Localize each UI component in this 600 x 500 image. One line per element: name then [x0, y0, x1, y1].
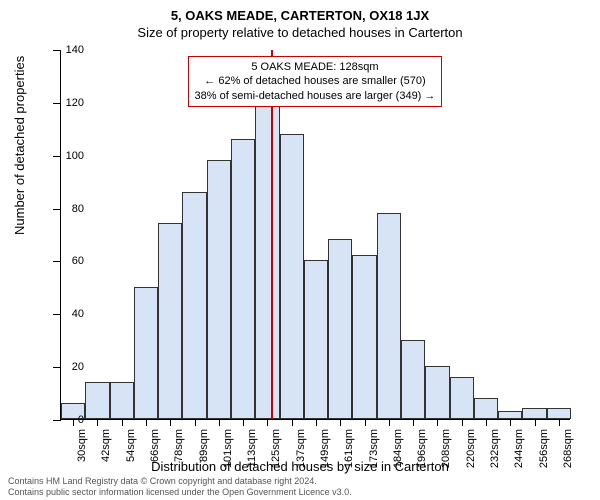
y-tick-label: 100: [66, 150, 84, 162]
footer-line2: Contains public sector information licen…: [8, 487, 352, 498]
histogram-bar: [85, 382, 109, 419]
x-tick-label: 89sqm: [198, 429, 210, 462]
histogram-bar: [377, 213, 401, 419]
histogram-bar: [207, 160, 231, 419]
y-tick-label: 80: [72, 203, 84, 215]
y-tick: [53, 314, 61, 315]
x-tick: [219, 419, 220, 426]
y-tick: [53, 156, 61, 157]
histogram-bar: [328, 239, 352, 419]
annotation-line2: ← 62% of detached houses are smaller (57…: [195, 74, 436, 88]
y-tick-label: 60: [72, 255, 84, 267]
footer-line1: Contains HM Land Registry data © Crown c…: [8, 476, 352, 487]
histogram-bar: [280, 134, 304, 419]
x-tick: [292, 419, 293, 426]
y-tick: [53, 209, 61, 210]
x-tick: [486, 419, 487, 426]
x-tick: [413, 419, 414, 426]
x-tick: [97, 419, 98, 426]
histogram-bar: [547, 408, 571, 419]
x-tick: [316, 419, 317, 426]
x-tick: [535, 419, 536, 426]
x-tick: [267, 419, 268, 426]
y-axis-title: Number of detached properties: [12, 56, 27, 235]
x-axis-title: Distribution of detached houses by size …: [0, 459, 600, 474]
y-tick-label: 140: [66, 44, 84, 56]
x-tick: [340, 419, 341, 426]
x-tick-label: 78sqm: [173, 429, 185, 462]
histogram-bar: [110, 382, 134, 419]
y-tick-label: 40: [72, 308, 84, 320]
histogram-bar: [158, 223, 182, 419]
histogram-bar: [134, 287, 158, 419]
histogram-bar: [522, 408, 546, 419]
annotation-line3: 38% of semi-detached houses are larger (…: [195, 89, 436, 103]
y-tick: [53, 420, 61, 421]
chart-subtitle: Size of property relative to detached ho…: [0, 23, 600, 44]
histogram-bar: [182, 192, 206, 419]
y-tick: [53, 103, 61, 104]
y-tick-label: 20: [72, 361, 84, 373]
histogram-bar: [255, 97, 279, 419]
footer: Contains HM Land Registry data © Crown c…: [8, 476, 352, 498]
x-tick-label: 66sqm: [149, 429, 161, 462]
x-tick: [389, 419, 390, 426]
x-tick: [243, 419, 244, 426]
histogram-bar: [425, 366, 449, 419]
y-tick: [53, 50, 61, 51]
chart-area: 30sqm42sqm54sqm66sqm78sqm89sqm101sqm113s…: [60, 50, 570, 420]
y-tick: [53, 367, 61, 368]
y-tick-label: 120: [66, 97, 84, 109]
x-tick: [365, 419, 366, 426]
histogram-bar: [450, 377, 474, 419]
histogram-bar: [401, 340, 425, 419]
x-tick-label: 42sqm: [100, 429, 112, 462]
x-tick: [195, 419, 196, 426]
x-tick: [510, 419, 511, 426]
annotation-box: 5 OAKS MEADE: 128sqm← 62% of detached ho…: [188, 56, 443, 107]
annotation-line1: 5 OAKS MEADE: 128sqm: [195, 60, 436, 74]
y-tick: [53, 261, 61, 262]
histogram-bar: [304, 260, 328, 419]
x-tick-label: 54sqm: [125, 429, 137, 462]
x-tick: [146, 419, 147, 426]
histogram-bar: [231, 139, 255, 419]
y-tick-label: 0: [78, 414, 84, 426]
x-tick: [462, 419, 463, 426]
histogram-bar: [352, 255, 376, 419]
x-tick-label: 30sqm: [76, 429, 88, 462]
x-tick: [73, 419, 74, 426]
histogram-bar: [498, 411, 522, 419]
x-tick: [170, 419, 171, 426]
x-tick: [122, 419, 123, 426]
x-tick: [559, 419, 560, 426]
histogram-bar: [474, 398, 498, 419]
x-tick: [437, 419, 438, 426]
chart-title: 5, OAKS MEADE, CARTERTON, OX18 1JX: [0, 0, 600, 23]
